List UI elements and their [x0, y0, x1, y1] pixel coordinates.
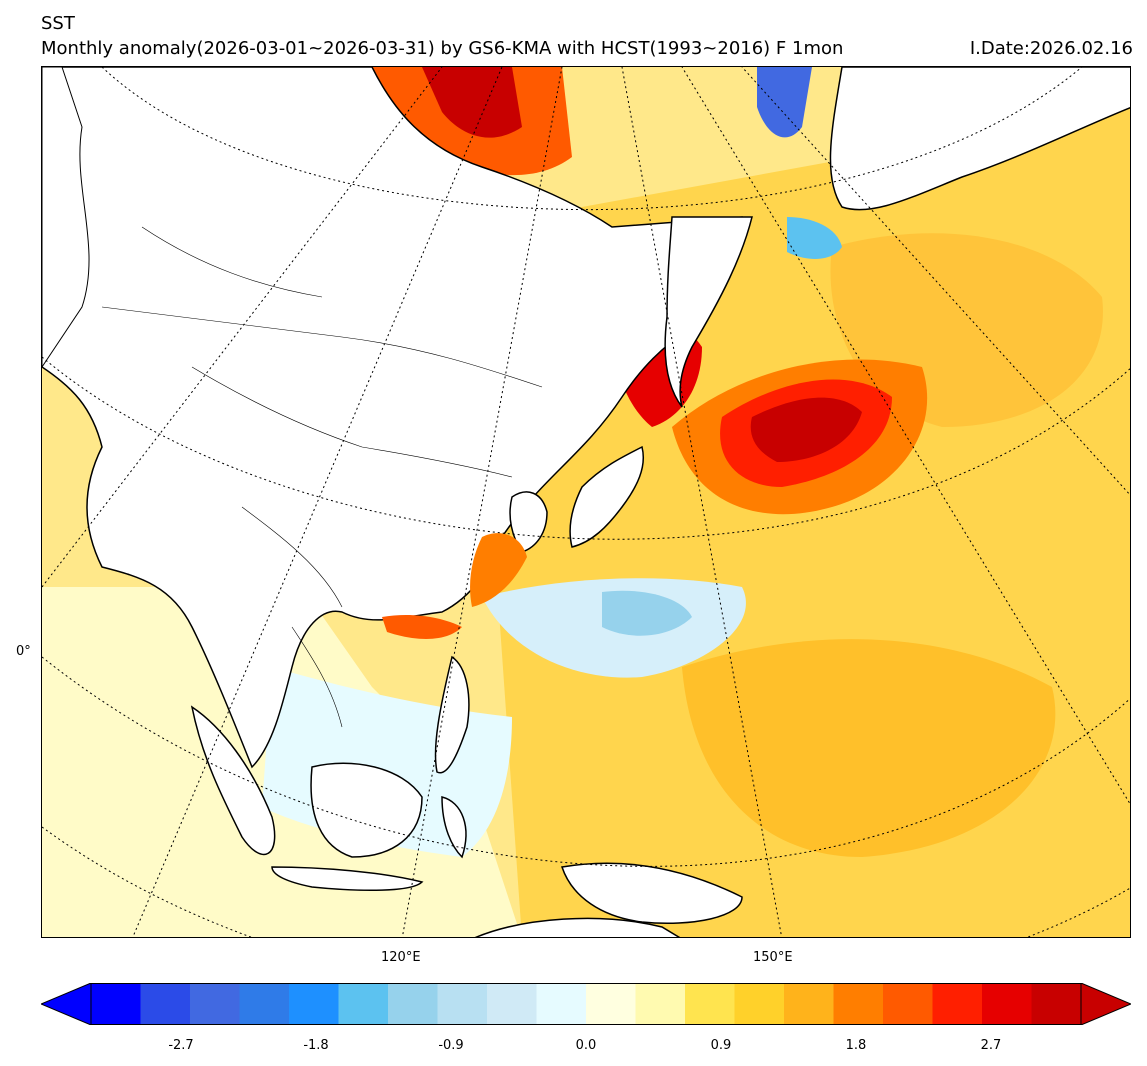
- colorbar-cells: [91, 983, 1082, 1025]
- land-korea: [509, 491, 548, 553]
- lat-label-0: 0°: [16, 644, 31, 659]
- land-sulawesi: [441, 796, 467, 859]
- graticule: [42, 67, 1130, 937]
- colorbar-tick-label: 1.8: [845, 1038, 867, 1053]
- country-borders: [101, 226, 543, 728]
- meridian-180: [681, 67, 1130, 805]
- colorbar-tick-label: -1.8: [303, 1038, 329, 1053]
- colorbar-cell: [685, 983, 735, 1025]
- colorbar-tick-label: -0.9: [438, 1038, 464, 1053]
- colorbar-tick-label: 2.7: [980, 1038, 1002, 1053]
- colorbar-cell: [635, 983, 686, 1025]
- anomaly-field-arctic-max: [422, 67, 522, 138]
- parallel-60: [101, 67, 1083, 210]
- anomaly-field-yellow-sea-warm: [470, 533, 527, 607]
- lon-label-150e: 150°E: [753, 950, 793, 965]
- colorbar-cell: [784, 983, 834, 1025]
- meridian-150w: [741, 67, 1130, 496]
- land-new-guinea: [561, 862, 743, 925]
- anomaly-field-south-china-coast-warm: [382, 615, 462, 639]
- colorbar-cell: [437, 983, 488, 1025]
- colorbar-cell: [239, 983, 290, 1025]
- colorbar: [41, 983, 1131, 1025]
- lon-label-120e: 120°E: [381, 950, 421, 965]
- colorbar-cell: [932, 983, 983, 1025]
- land-borneo: [310, 762, 423, 858]
- map-frame[interactable]: [41, 66, 1131, 938]
- colorbar-cell: [833, 983, 884, 1025]
- issue-date: I.Date:2026.02.16: [969, 38, 1133, 59]
- land-europe-edge: [42, 67, 90, 368]
- colorbar-cell: [388, 983, 438, 1025]
- colorbar-tick-label: -2.7: [168, 1038, 194, 1053]
- land-java: [271, 866, 424, 891]
- colorbar-cell: [338, 983, 389, 1025]
- colorbar-cell: [91, 983, 141, 1025]
- colorbar-cell: [1031, 983, 1082, 1025]
- colorbar-cell: [586, 983, 636, 1025]
- anomaly-field-kuroshio-max: [750, 397, 862, 462]
- meridian-60e: [42, 67, 443, 588]
- variable-title: SST: [41, 13, 75, 34]
- anomaly-field-warm-band: [682, 639, 1056, 857]
- colorbar-cell: [190, 983, 240, 1025]
- land-australia: [474, 917, 681, 937]
- anomaly-field-cool-core: [602, 590, 692, 636]
- colorbar-outline: [90, 983, 1082, 1025]
- colorbar-cell: [536, 983, 587, 1025]
- colorbar-tick-label: 0.9: [710, 1038, 732, 1053]
- colorbar-cell: [487, 983, 537, 1025]
- land-kamchatka: [664, 216, 753, 408]
- colorbar-extend-min: [41, 983, 92, 1025]
- colorbar-cell: [734, 983, 785, 1025]
- colorbar-tick-label: 0.0: [575, 1038, 597, 1053]
- anomaly-field-bering-cold: [757, 67, 812, 138]
- land-philippines: [434, 655, 470, 774]
- colorbar-extend-max: [1080, 983, 1131, 1025]
- colorbar-cell: [140, 983, 191, 1025]
- colorbar-cell: [289, 983, 339, 1025]
- land-sumatra: [190, 705, 276, 856]
- land-japan: [569, 445, 644, 548]
- colorbar-cell: [982, 983, 1032, 1025]
- colorbar-cell: [883, 983, 933, 1025]
- parallel-0: [42, 656, 1130, 867]
- land-alaska: [829, 67, 1130, 211]
- parallel-30: [42, 356, 1130, 540]
- anomaly-field-kamchatka-cool: [787, 217, 842, 259]
- sst-anomaly-map: [42, 67, 1130, 937]
- map-subtitle: Monthly anomaly(2026-03-01~2026-03-31) b…: [41, 38, 844, 59]
